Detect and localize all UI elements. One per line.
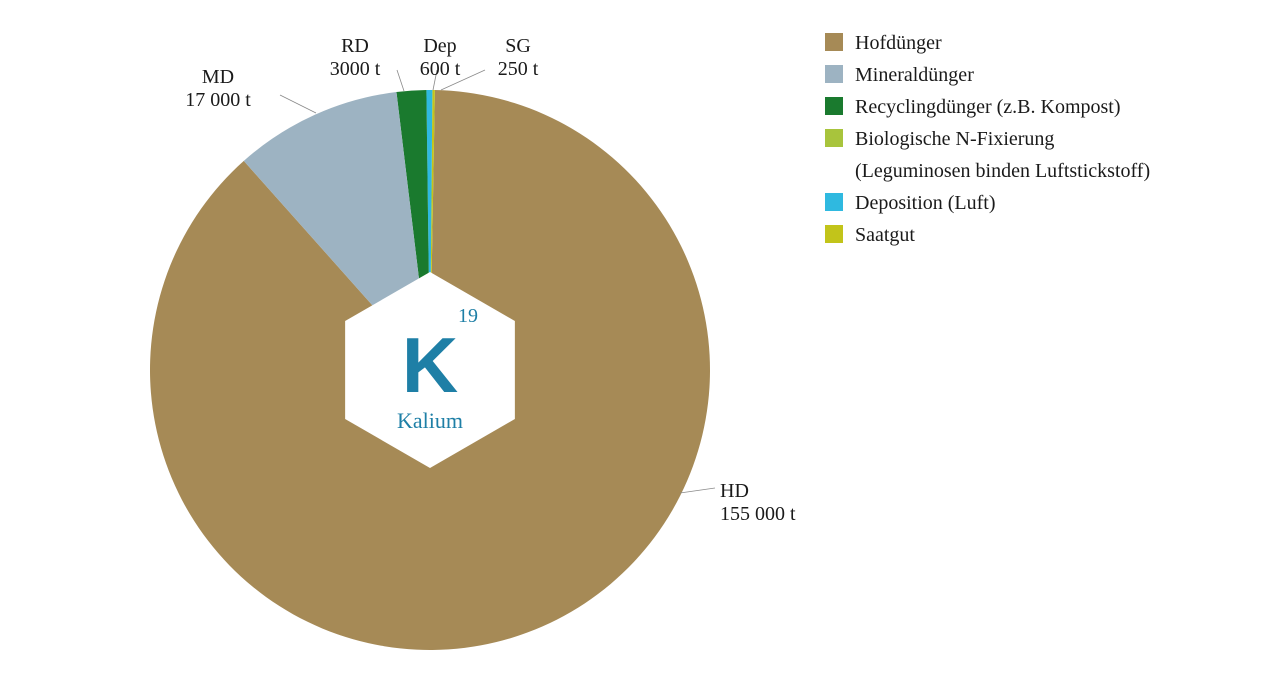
label-value: 155 000 t (720, 503, 796, 526)
chart-container: 19KKalium HD155 000 t MD17 000 t RD3000 t D… (0, 0, 1280, 683)
legend-swatch (825, 225, 843, 243)
element-name: Kalium (397, 408, 463, 433)
legend-label: Recyclingdünger (z.B. Kompost) (855, 92, 1121, 122)
legend-item-3-sub: (Leguminosen binden Luftstickstoff) (825, 156, 1150, 186)
leader-MD (280, 95, 316, 113)
legend-label: Hofdünger (855, 28, 942, 58)
legend-swatch (825, 193, 843, 211)
legend: HofdüngerMineraldüngerRecyclingdünger (z… (825, 28, 1150, 252)
legend-label: Deposition (Luft) (855, 188, 996, 218)
label-value: 17 000 t (185, 89, 251, 112)
legend-item-0: Hofdünger (825, 28, 1150, 58)
chart-area: 19KKalium HD155 000 t MD17 000 t RD3000 t D… (0, 0, 800, 683)
legend-swatch (825, 65, 843, 83)
label-abbr: RD (330, 35, 381, 58)
label-SG: SG250 t (498, 35, 539, 81)
legend-label: Saatgut (855, 220, 915, 250)
label-Dep: Dep600 t (420, 35, 461, 81)
legend-sublabel: (Leguminosen binden Luftstickstoff) (855, 156, 1150, 186)
label-abbr: HD (720, 480, 796, 503)
legend-item-4: Deposition (Luft) (825, 188, 1150, 218)
label-abbr: MD (185, 66, 251, 89)
label-value: 3000 t (330, 58, 381, 81)
label-RD: RD3000 t (330, 35, 381, 81)
legend-item-2: Recyclingdünger (z.B. Kompost) (825, 92, 1150, 122)
leader-RD (397, 70, 404, 91)
legend-swatch (825, 33, 843, 51)
legend-label: Biologische N-Fixierung (855, 124, 1054, 154)
label-HD: HD155 000 t (720, 480, 796, 526)
label-MD: MD17 000 t (185, 66, 251, 112)
label-value: 600 t (420, 58, 461, 81)
legend-item-1: Mineraldünger (825, 60, 1150, 90)
leader-HD (680, 488, 715, 493)
element-symbol: K (402, 321, 458, 409)
atomic-number: 19 (458, 305, 478, 327)
legend-swatch (825, 97, 843, 115)
legend-swatch (825, 129, 843, 147)
donut-svg: 19KKalium (0, 0, 800, 683)
label-abbr: SG (498, 35, 539, 58)
legend-item-3: Biologische N-Fixierung (825, 124, 1150, 154)
legend-label: Mineraldünger (855, 60, 974, 90)
legend-item-5: Saatgut (825, 220, 1150, 250)
label-abbr: Dep (420, 35, 461, 58)
label-value: 250 t (498, 58, 539, 81)
